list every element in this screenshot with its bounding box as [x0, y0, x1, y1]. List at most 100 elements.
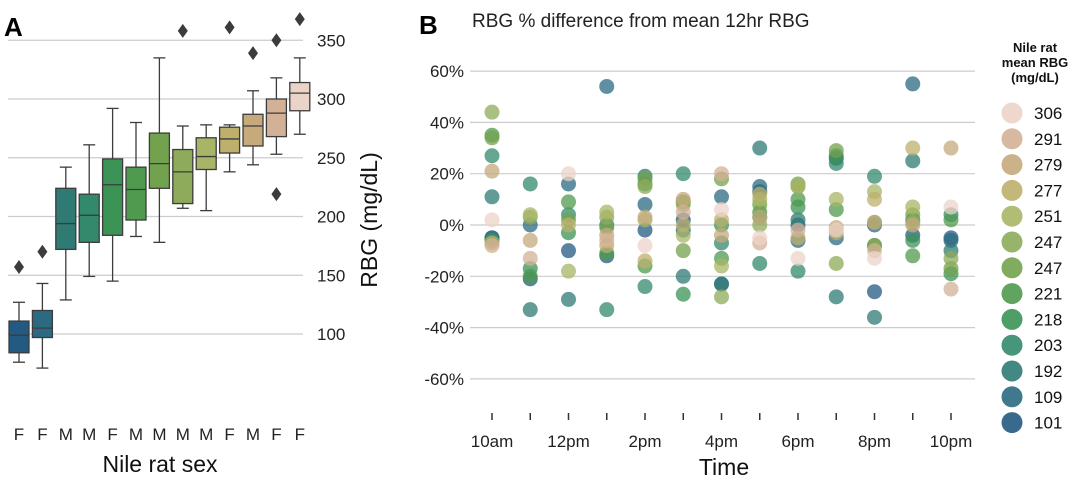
scatter-point	[905, 248, 921, 264]
legend-marker	[1001, 179, 1023, 201]
y-tick-label-a: 250	[317, 149, 345, 168]
scatter-point	[905, 153, 921, 169]
scatter-point	[790, 250, 806, 266]
scatter-point	[790, 222, 806, 238]
legend-marker	[1001, 128, 1023, 150]
legend-label: 218	[1034, 310, 1062, 329]
x-tick-label-a: M	[176, 425, 190, 444]
x-tick-label-a: M	[59, 425, 73, 444]
box-iqr	[31, 309, 54, 339]
scatter-point	[599, 78, 615, 94]
box-iqr	[242, 113, 264, 147]
scatter-point	[867, 168, 882, 184]
scatter-point	[714, 289, 729, 305]
scatter-point	[675, 166, 691, 182]
legend-marker	[1001, 386, 1023, 408]
scatter-point	[484, 238, 500, 254]
scatter-point	[752, 140, 768, 156]
y-tick-label-b: -60%	[424, 370, 464, 389]
scatter-point	[675, 243, 691, 259]
x-tick-label-b: 12pm	[547, 432, 590, 451]
legend-label: 247	[1034, 259, 1062, 278]
x-tick-label-a: F	[271, 425, 281, 444]
scatter-point	[637, 196, 653, 212]
legend-title-line: Nile rat	[1013, 40, 1058, 55]
scatter-point	[561, 166, 576, 182]
legend-marker	[1001, 283, 1023, 305]
legend-marker	[1001, 412, 1023, 434]
y-tick-label-b: 0%	[439, 216, 464, 235]
y-tick-label-b: 40%	[430, 113, 464, 132]
scatter-point	[714, 202, 729, 218]
scatter-point	[484, 130, 500, 146]
scatter-point	[561, 176, 576, 192]
scatter-point	[714, 166, 729, 182]
scatter-point	[561, 291, 576, 307]
y-tick-label-b: 60%	[430, 62, 464, 81]
scatter-point	[522, 176, 538, 192]
y-tick-label-a: 100	[317, 325, 345, 344]
scatter-point	[752, 209, 768, 225]
scatter-point	[943, 199, 959, 215]
box-iqr	[195, 137, 217, 171]
legend-label: 291	[1034, 130, 1062, 149]
x-tick-label-b: 10pm	[930, 432, 973, 451]
y-tick-label-a: 350	[317, 31, 345, 50]
scatter-point	[867, 191, 882, 207]
x-tick-label-a: M	[199, 425, 213, 444]
legend-label: 279	[1034, 156, 1062, 175]
y-tick-label-b: -40%	[424, 319, 464, 338]
legend-label: 101	[1034, 414, 1062, 433]
scatter-point	[484, 212, 500, 228]
legend-marker	[1001, 360, 1023, 382]
outlier-marker	[294, 12, 305, 27]
scatter-point	[943, 281, 959, 297]
scatter-point	[943, 140, 959, 156]
scatter-point	[867, 309, 882, 325]
scatter-point	[675, 204, 691, 220]
scatter-point	[637, 209, 653, 225]
legend-label: 221	[1034, 285, 1062, 304]
scatter-point	[484, 104, 500, 120]
scatter-point	[599, 204, 615, 220]
scatter-point	[522, 302, 538, 318]
scatter-point	[484, 189, 500, 205]
box-iqr	[125, 166, 147, 221]
legend-title: Nile rat mean RBG (mg/dL)	[1002, 40, 1068, 85]
scatter-point	[828, 191, 844, 207]
outlier-marker	[37, 244, 48, 259]
x-tick-label-a: F	[107, 425, 117, 444]
x-tick-label-b: 4pm	[705, 432, 738, 451]
x-tick-label-b: 2pm	[628, 432, 661, 451]
scatter-point	[905, 140, 921, 156]
outlier-marker	[224, 20, 235, 35]
scatter-point	[599, 302, 615, 318]
legend-label: 306	[1034, 104, 1062, 123]
box-iqr	[78, 193, 100, 244]
outlier-marker	[14, 260, 24, 275]
box-iqr	[8, 320, 30, 354]
box-iqr	[218, 126, 241, 154]
scatter-point	[714, 189, 729, 205]
legend-marker	[1001, 308, 1023, 330]
scatter-point	[637, 253, 653, 269]
scatter-point	[561, 263, 576, 279]
y-tick-label-a: 300	[317, 90, 345, 109]
x-axis-label-a: Nile rat sex	[102, 451, 218, 477]
legend-label: 247	[1034, 233, 1062, 252]
scatter-point	[905, 232, 921, 248]
scatter-point	[675, 286, 691, 302]
x-tick-label-a: F	[295, 425, 305, 444]
legend-label: 251	[1034, 207, 1062, 226]
scatter-point	[714, 227, 729, 243]
scatter-point	[675, 217, 691, 233]
scatter-point	[675, 227, 691, 243]
scatter-point	[752, 230, 768, 246]
panel-label-b: B	[419, 10, 438, 40]
y-tick-label-b: 20%	[430, 165, 464, 184]
scatter-point	[828, 255, 844, 271]
scatter-point	[790, 212, 806, 228]
legend-marker	[1001, 205, 1023, 227]
scatter-point	[599, 232, 615, 248]
